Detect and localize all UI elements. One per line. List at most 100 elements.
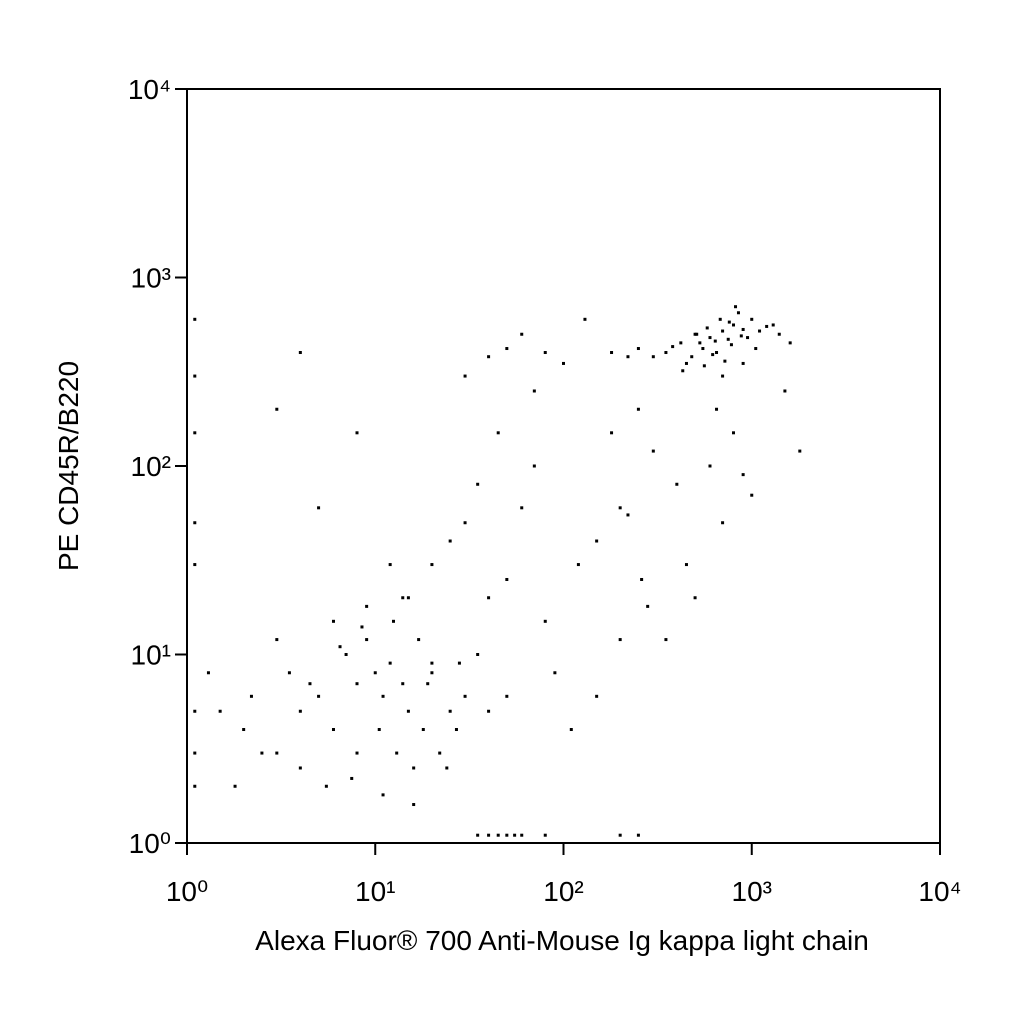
y-tick-label: 10¹ bbox=[131, 640, 171, 671]
point bbox=[734, 305, 738, 309]
point bbox=[520, 833, 524, 837]
point bbox=[260, 751, 264, 755]
point bbox=[595, 694, 599, 698]
point bbox=[765, 324, 769, 328]
point bbox=[726, 337, 730, 341]
point bbox=[355, 431, 359, 435]
point bbox=[275, 638, 279, 642]
point bbox=[242, 728, 246, 732]
point bbox=[701, 347, 705, 351]
point bbox=[505, 577, 509, 581]
point bbox=[448, 709, 452, 713]
point bbox=[664, 638, 668, 642]
point bbox=[750, 317, 754, 321]
point bbox=[562, 361, 565, 365]
point bbox=[233, 784, 237, 788]
point bbox=[331, 619, 335, 623]
point bbox=[401, 682, 405, 686]
point bbox=[448, 539, 452, 543]
plot-frame bbox=[186, 88, 941, 844]
point bbox=[193, 563, 197, 567]
point bbox=[671, 345, 675, 349]
point bbox=[377, 728, 381, 732]
x-axis-label: Alexa Fluor® 700 Anti-Mouse Ig kappa lig… bbox=[255, 925, 869, 956]
point bbox=[365, 638, 369, 642]
point bbox=[360, 625, 364, 629]
point bbox=[705, 326, 709, 330]
y-tick-label: 10² bbox=[131, 451, 171, 482]
point bbox=[636, 833, 640, 837]
y-axis-label: PE CD45R/B220 bbox=[53, 361, 84, 571]
point bbox=[618, 833, 622, 837]
point bbox=[721, 374, 725, 378]
y-tick-label: 10⁰ bbox=[129, 828, 171, 859]
point bbox=[438, 751, 442, 755]
point bbox=[487, 709, 491, 713]
point bbox=[317, 694, 321, 698]
point bbox=[640, 577, 644, 581]
point bbox=[715, 407, 719, 411]
point bbox=[532, 389, 536, 393]
point bbox=[331, 728, 335, 732]
point bbox=[218, 709, 222, 713]
point bbox=[344, 653, 348, 656]
y-tick-label: 10⁴ bbox=[128, 74, 171, 105]
point bbox=[739, 334, 743, 338]
point bbox=[388, 661, 392, 665]
point bbox=[626, 355, 630, 359]
point bbox=[754, 347, 758, 351]
point bbox=[193, 317, 197, 321]
point bbox=[718, 317, 722, 321]
point bbox=[543, 351, 547, 355]
point bbox=[193, 521, 197, 525]
point bbox=[463, 374, 467, 378]
point bbox=[421, 728, 425, 732]
point bbox=[715, 351, 719, 355]
point bbox=[708, 336, 712, 340]
point bbox=[381, 793, 385, 797]
point bbox=[636, 407, 640, 411]
point bbox=[193, 709, 197, 713]
point bbox=[395, 751, 399, 755]
point bbox=[698, 341, 702, 345]
point bbox=[476, 653, 480, 656]
x-tick-label: 10² bbox=[543, 876, 583, 907]
point bbox=[675, 482, 679, 486]
point bbox=[636, 347, 640, 351]
point bbox=[777, 332, 781, 336]
point bbox=[693, 332, 697, 336]
point bbox=[569, 728, 573, 732]
point bbox=[463, 521, 467, 525]
point bbox=[275, 407, 279, 411]
point bbox=[758, 329, 762, 333]
point bbox=[583, 317, 587, 321]
point bbox=[350, 776, 354, 780]
y-tick-label: 10³ bbox=[131, 263, 171, 294]
point bbox=[476, 482, 480, 486]
point bbox=[651, 449, 655, 453]
point bbox=[626, 513, 630, 517]
point bbox=[406, 709, 410, 713]
point bbox=[732, 431, 736, 435]
point bbox=[487, 596, 491, 600]
point bbox=[381, 694, 385, 698]
point bbox=[275, 751, 279, 755]
point bbox=[543, 619, 547, 623]
point bbox=[618, 638, 622, 642]
x-tick-label: 10³ bbox=[732, 876, 772, 907]
point bbox=[679, 341, 683, 345]
point bbox=[741, 327, 745, 331]
point bbox=[727, 320, 731, 324]
point bbox=[788, 341, 792, 345]
point bbox=[476, 833, 480, 837]
point bbox=[355, 682, 359, 686]
point bbox=[729, 343, 733, 347]
point bbox=[373, 671, 377, 675]
point bbox=[487, 355, 491, 359]
point bbox=[721, 329, 725, 333]
point bbox=[298, 351, 302, 355]
point bbox=[457, 661, 461, 665]
point bbox=[406, 596, 410, 600]
